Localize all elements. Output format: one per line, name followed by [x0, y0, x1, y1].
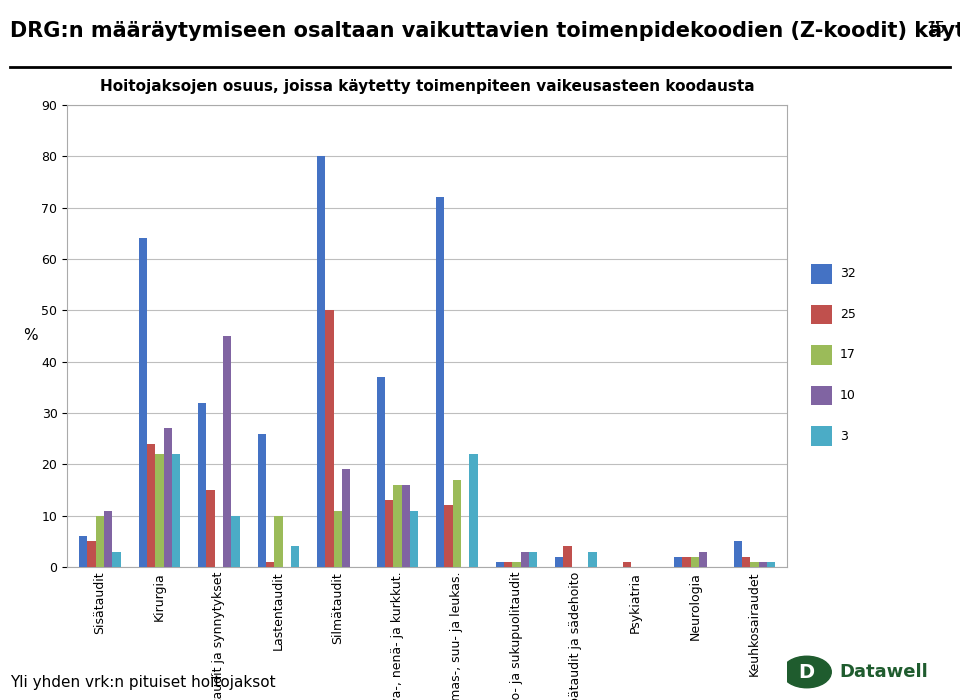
Bar	[683, 556, 691, 567]
Bar	[691, 556, 699, 567]
Bar	[513, 562, 520, 567]
Text: DRG:n määräytymiseen osaltaan vaikuttavien toimenpidekoodien (Z-koodit) käyttö: DRG:n määräytymiseen osaltaan vaikuttavi…	[10, 21, 960, 41]
Title: Hoitojaksojen osuus, joissa käytetty toimenpiteen vaikeusasteen koodausta: Hoitojaksojen osuus, joissa käytetty toi…	[100, 79, 755, 94]
Bar	[444, 505, 453, 567]
Bar	[172, 454, 180, 567]
Bar	[266, 562, 275, 567]
Text: 17: 17	[840, 349, 856, 361]
Text: 10: 10	[840, 389, 856, 402]
Bar	[163, 428, 172, 567]
Text: Datawell: Datawell	[839, 663, 928, 681]
Bar	[104, 510, 112, 567]
Text: 15: 15	[926, 21, 946, 36]
Bar	[758, 562, 767, 567]
Text: 25: 25	[840, 308, 856, 321]
Bar	[436, 197, 444, 567]
Bar	[564, 547, 572, 567]
Bar	[385, 500, 394, 567]
Bar	[699, 552, 708, 567]
Bar	[394, 485, 401, 567]
Bar	[231, 516, 240, 567]
Bar	[410, 510, 419, 567]
Bar	[342, 470, 350, 567]
Bar	[733, 541, 742, 567]
Text: Yli yhden vrk:n pituiset hoitojaksot: Yli yhden vrk:n pituiset hoitojaksot	[10, 675, 276, 690]
Y-axis label: %: %	[23, 328, 37, 344]
Bar	[751, 562, 758, 567]
Bar	[623, 562, 632, 567]
Bar	[147, 444, 156, 567]
Bar	[206, 490, 215, 567]
Bar	[138, 239, 147, 567]
Bar	[453, 480, 461, 567]
Bar	[112, 552, 121, 567]
Bar	[529, 552, 538, 567]
Bar	[520, 552, 529, 567]
Bar	[401, 485, 410, 567]
Bar	[198, 402, 206, 567]
Text: D: D	[799, 662, 815, 682]
Bar	[674, 556, 683, 567]
Bar	[291, 547, 300, 567]
Bar	[156, 454, 163, 567]
Bar	[588, 552, 597, 567]
Circle shape	[782, 657, 831, 687]
Bar	[325, 310, 334, 567]
Bar	[79, 536, 87, 567]
Bar	[96, 516, 104, 567]
Text: 32: 32	[840, 267, 855, 280]
Bar	[87, 541, 96, 567]
Bar	[317, 156, 325, 567]
Bar	[257, 433, 266, 567]
Bar	[742, 556, 751, 567]
Bar	[376, 377, 385, 567]
Bar	[469, 454, 478, 567]
Text: 3: 3	[840, 430, 848, 442]
Bar	[555, 556, 564, 567]
Bar	[504, 562, 513, 567]
Bar	[334, 510, 342, 567]
Bar	[223, 336, 231, 567]
Bar	[495, 562, 504, 567]
Bar	[767, 562, 776, 567]
Bar	[275, 516, 282, 567]
